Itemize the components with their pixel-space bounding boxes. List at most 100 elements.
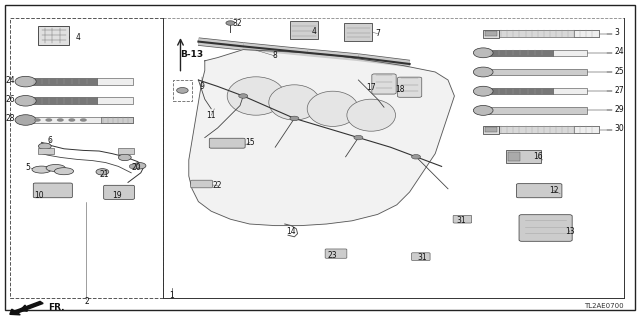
FancyBboxPatch shape: [104, 185, 134, 199]
Ellipse shape: [54, 168, 74, 175]
Bar: [38, 26, 69, 45]
Text: 12: 12: [549, 186, 558, 195]
Text: 3: 3: [614, 28, 620, 37]
Bar: [97, 78, 133, 85]
FancyBboxPatch shape: [209, 138, 245, 148]
Circle shape: [474, 106, 493, 115]
Text: 7: 7: [375, 29, 380, 38]
Text: 27: 27: [614, 86, 624, 95]
Circle shape: [38, 143, 51, 149]
Text: 8: 8: [273, 52, 278, 60]
Circle shape: [133, 163, 146, 169]
Circle shape: [354, 135, 363, 140]
FancyBboxPatch shape: [372, 74, 396, 94]
Text: 6: 6: [48, 136, 53, 145]
Bar: [499, 30, 598, 37]
Circle shape: [239, 94, 248, 98]
FancyBboxPatch shape: [191, 180, 212, 188]
Text: 1: 1: [169, 292, 174, 300]
Text: 4: 4: [76, 33, 81, 42]
Ellipse shape: [46, 164, 65, 172]
Text: 32: 32: [232, 20, 242, 28]
Bar: [573, 30, 598, 37]
FancyBboxPatch shape: [516, 184, 562, 198]
Circle shape: [474, 48, 493, 58]
FancyBboxPatch shape: [397, 77, 422, 97]
Text: 10: 10: [34, 191, 44, 200]
FancyBboxPatch shape: [325, 249, 347, 258]
Bar: [97, 97, 133, 104]
Bar: [488, 50, 552, 56]
Text: 24: 24: [614, 47, 624, 56]
Ellipse shape: [227, 77, 285, 115]
Circle shape: [290, 116, 299, 121]
Ellipse shape: [347, 99, 396, 131]
Text: 31: 31: [417, 253, 428, 262]
Text: 22: 22: [213, 181, 222, 190]
Text: FR.: FR.: [48, 303, 65, 312]
Bar: [488, 69, 588, 75]
Circle shape: [474, 86, 493, 96]
Bar: [38, 148, 54, 154]
Text: 28: 28: [5, 114, 15, 123]
Text: 26: 26: [5, 95, 15, 104]
Text: 23: 23: [328, 252, 338, 260]
Bar: [552, 50, 588, 56]
FancyBboxPatch shape: [33, 183, 72, 198]
Text: 19: 19: [112, 191, 122, 200]
FancyBboxPatch shape: [519, 215, 572, 241]
Ellipse shape: [32, 166, 51, 173]
Circle shape: [68, 118, 76, 122]
Circle shape: [34, 118, 41, 122]
Text: 18: 18: [396, 85, 404, 94]
Circle shape: [226, 21, 235, 25]
Bar: [290, 21, 318, 39]
Bar: [488, 107, 588, 114]
Text: 31: 31: [456, 216, 466, 225]
Bar: [31, 116, 133, 123]
Circle shape: [15, 95, 36, 106]
Bar: [483, 29, 499, 38]
Text: 2: 2: [84, 297, 89, 306]
Text: 17: 17: [366, 84, 376, 92]
Circle shape: [96, 169, 109, 175]
Circle shape: [118, 154, 131, 161]
Text: 21: 21: [99, 170, 109, 179]
Text: 4: 4: [311, 28, 316, 36]
Circle shape: [57, 118, 64, 122]
Circle shape: [80, 118, 87, 122]
Text: 13: 13: [564, 228, 575, 236]
Polygon shape: [189, 50, 454, 226]
Circle shape: [15, 115, 36, 125]
Text: 20: 20: [131, 164, 141, 172]
Bar: [483, 125, 499, 134]
Circle shape: [177, 87, 188, 93]
Text: TL2AE0700: TL2AE0700: [584, 303, 624, 309]
Bar: [506, 150, 541, 163]
Text: 15: 15: [244, 138, 255, 147]
Text: 11: 11: [207, 111, 216, 120]
Text: 9: 9: [199, 82, 204, 91]
FancyBboxPatch shape: [412, 253, 430, 260]
Text: 24: 24: [5, 76, 15, 85]
Bar: [344, 23, 372, 41]
Bar: [485, 127, 497, 132]
Circle shape: [15, 76, 36, 87]
Bar: [485, 31, 497, 36]
Text: 5: 5: [26, 164, 31, 172]
Bar: [552, 88, 588, 94]
Circle shape: [129, 164, 140, 169]
Bar: [101, 116, 133, 123]
Bar: [10, 18, 163, 298]
Bar: [118, 148, 134, 154]
Bar: [488, 88, 552, 94]
Text: 14: 14: [286, 228, 296, 236]
Bar: [31, 78, 97, 85]
Bar: [31, 97, 97, 104]
Text: 25: 25: [614, 67, 624, 76]
Ellipse shape: [269, 85, 320, 120]
Bar: [573, 126, 598, 133]
FancyArrow shape: [10, 301, 43, 315]
FancyBboxPatch shape: [453, 215, 472, 223]
Text: B-13: B-13: [180, 50, 204, 59]
